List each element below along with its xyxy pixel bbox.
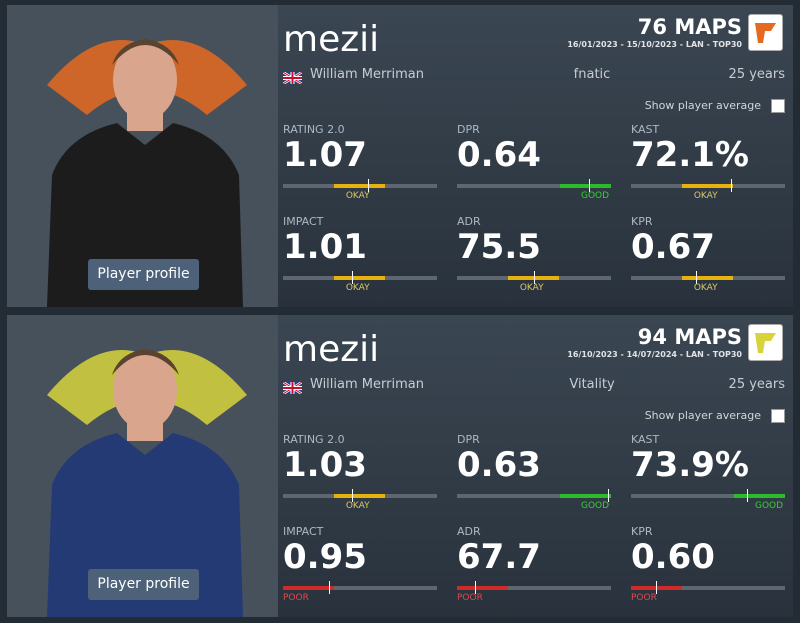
stat-value: 1.07 [283, 135, 367, 175]
stat-bar [631, 489, 786, 502]
flag-icon [282, 69, 303, 86]
bar-segment [457, 586, 508, 590]
maps-count: 76 MAPS [637, 15, 742, 39]
player-age: 25 years [728, 67, 785, 82]
bar-segment [560, 494, 612, 498]
player-age: 25 years [728, 377, 785, 392]
stats-period: 16/01/2023 - 15/10/2023 - LAN - TOP30 [567, 40, 742, 49]
profile-button[interactable]: Player profile [88, 569, 199, 600]
stat-bar [457, 179, 612, 192]
real-name: William Merriman [310, 67, 424, 82]
stat-bar [283, 581, 437, 594]
team-name: fnatic [573, 67, 611, 82]
show-average-label: Show player average [644, 99, 761, 112]
stat-value: 75.5 [457, 227, 541, 267]
team-name: Vitality [569, 377, 615, 392]
stat-label: RATING 2.0 [283, 433, 345, 446]
bar-marker [329, 581, 331, 594]
stat-label: DPR [457, 433, 480, 446]
bar-marker [607, 489, 609, 502]
player-card: Player profile mezii William Merriman Vital… [7, 315, 793, 617]
stat-rating: GOOD [755, 501, 784, 511]
player-card: Player profile mezii William Merriman fnati… [7, 5, 793, 307]
stat-rating: POOR [631, 593, 657, 603]
stat-label: KAST [631, 123, 660, 136]
stats-period: 16/10/2023 - 14/07/2024 - LAN - TOP30 [567, 350, 742, 359]
stat-value: 1.01 [283, 227, 367, 267]
stat-value: 0.67 [631, 227, 715, 267]
bar-segment [681, 276, 733, 280]
stat-value: 67.7 [457, 537, 541, 577]
bar-marker [731, 179, 733, 192]
team-logo [748, 324, 783, 361]
stat-label: KPR [631, 215, 653, 228]
stat-bar [457, 489, 612, 502]
player-name: mezii [283, 329, 380, 370]
show-average-checkbox[interactable] [771, 409, 785, 423]
stat-value: 0.95 [283, 537, 367, 577]
bar-marker [589, 179, 591, 192]
stat-bar [283, 489, 437, 502]
stat-label: RATING 2.0 [283, 123, 345, 136]
bar-marker [746, 489, 748, 502]
stat-label: IMPACT [283, 525, 324, 538]
stat-rating: OKAY [345, 283, 370, 293]
flag-icon [282, 379, 303, 396]
stat-label: IMPACT [283, 215, 324, 228]
bar-segment [734, 494, 786, 498]
real-name: William Merriman [310, 377, 424, 392]
bar-segment [507, 276, 559, 280]
stat-rating: OKAY [693, 191, 718, 201]
bar-segment [560, 184, 612, 188]
bar-marker [655, 581, 657, 594]
stat-rating: OKAY [519, 283, 544, 293]
bar-segment [333, 494, 385, 498]
stat-label: ADR [457, 215, 481, 228]
bar-segment [333, 184, 385, 188]
stat-rating: POOR [457, 593, 483, 603]
stat-value: 0.64 [457, 135, 541, 175]
maps-count: 94 MAPS [637, 325, 742, 349]
player-name: mezii [283, 19, 380, 60]
bar-segment [333, 276, 385, 280]
bar-marker [352, 271, 354, 284]
stat-label: DPR [457, 123, 480, 136]
team-logo [748, 14, 783, 51]
stat-rating: OKAY [345, 501, 370, 511]
bar-segment [283, 586, 334, 590]
stat-label: KPR [631, 525, 653, 538]
stat-label: KAST [631, 433, 660, 446]
stat-bar [283, 271, 437, 284]
stat-bar [283, 179, 437, 192]
stat-rating: GOOD [581, 191, 610, 201]
stat-rating: OKAY [345, 191, 370, 201]
stat-bar [631, 581, 785, 594]
stat-rating: GOOD [581, 501, 610, 511]
show-average-checkbox[interactable] [771, 99, 785, 113]
stat-value: 0.60 [631, 537, 715, 577]
bar-marker [352, 489, 354, 502]
stat-value: 73.9% [631, 445, 749, 485]
stat-label: ADR [457, 525, 481, 538]
bar-marker [367, 179, 369, 192]
stat-value: 1.03 [283, 445, 367, 485]
bar-marker [475, 581, 477, 594]
stat-value: 72.1% [631, 135, 749, 175]
stat-bar [457, 271, 611, 284]
bar-marker [695, 271, 697, 284]
stat-bar [631, 179, 785, 192]
stat-bar [631, 271, 785, 284]
stat-value: 0.63 [457, 445, 541, 485]
show-average-label: Show player average [644, 409, 761, 422]
stat-rating: POOR [283, 593, 309, 603]
stat-bar [457, 581, 611, 594]
bar-marker [534, 271, 535, 284]
profile-button[interactable]: Player profile [88, 259, 199, 290]
stat-rating: OKAY [693, 283, 718, 293]
bar-segment [681, 184, 733, 188]
